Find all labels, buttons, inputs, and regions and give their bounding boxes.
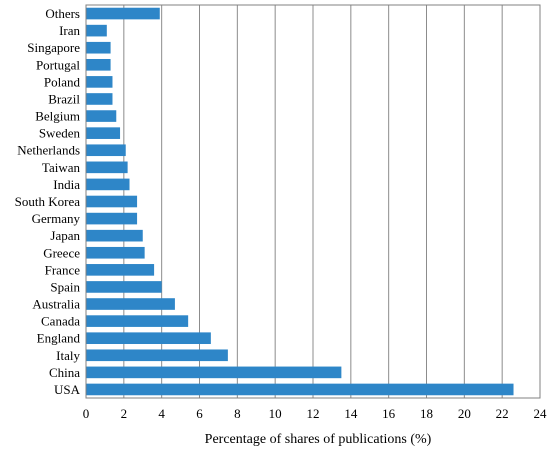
bar-france	[86, 264, 155, 276]
bar-sweden	[86, 127, 121, 139]
y-tick-label: Japan	[50, 228, 80, 243]
y-tick-labels: USA China Italy England Canada Australia Spain…	[15, 6, 81, 397]
x-tick-label: 16	[382, 406, 396, 421]
y-tick-label: USA	[54, 382, 81, 397]
bar-brazil	[86, 93, 113, 105]
bar-england	[86, 332, 211, 345]
x-tick-label: 4	[158, 406, 165, 421]
x-tick-label: 0	[83, 406, 90, 421]
x-tick-label: 2	[121, 406, 128, 421]
x-tick-label: 20	[458, 406, 471, 421]
y-tick-label: Taiwan	[42, 160, 81, 175]
y-tick-label: Iran	[59, 23, 80, 38]
y-tick-label: Sweden	[39, 126, 81, 141]
y-tick-label: Netherlands	[17, 143, 80, 158]
y-tick-label: China	[49, 365, 80, 380]
bar-spain	[86, 281, 162, 293]
x-tick-label: 12	[307, 406, 320, 421]
bar-usa	[86, 383, 514, 396]
bar-canada	[86, 315, 189, 327]
bar-china	[86, 366, 342, 379]
y-tick-label: France	[45, 262, 81, 277]
x-tick-label: 10	[269, 406, 282, 421]
y-tick-label: Others	[45, 6, 80, 21]
y-tick-label: Portugal	[36, 57, 80, 72]
bars	[86, 7, 514, 396]
bar-germany	[86, 212, 138, 225]
bar-greece	[86, 246, 145, 259]
bar-taiwan	[86, 161, 128, 174]
y-tick-label: Australia	[32, 297, 80, 312]
y-tick-label: Brazil	[48, 91, 80, 106]
bar-australia	[86, 298, 175, 310]
x-tick-label: 6	[196, 406, 203, 421]
bar-south-korea	[86, 195, 138, 208]
y-tick-label: India	[53, 177, 80, 192]
plot-frame	[85, 4, 541, 399]
bar-belgium	[86, 110, 117, 122]
x-tick-label: 24	[534, 406, 548, 421]
bar-others	[86, 7, 160, 20]
y-tick-label: Germany	[32, 211, 81, 226]
y-tick-label: South Korea	[15, 194, 81, 209]
y-tick-label: England	[37, 331, 81, 346]
y-tick-label: Italy	[56, 348, 80, 363]
x-tick-label: 8	[234, 406, 241, 421]
bar-netherlands	[86, 144, 126, 157]
y-tick-label: Greece	[43, 245, 80, 260]
x-tick-label: 22	[496, 406, 509, 421]
y-tick-label: Singapore	[27, 40, 80, 55]
bar-iran	[86, 24, 107, 37]
bar-portugal	[86, 58, 111, 71]
x-tick-label: 14	[344, 406, 358, 421]
bar-singapore	[86, 41, 111, 54]
x-tick-labels: 0 2 4 6 8 10 12 14 16 18 20 22 24	[83, 406, 547, 421]
bar-japan	[86, 229, 143, 242]
x-tick-label: 18	[420, 406, 433, 421]
bar-italy	[86, 349, 228, 362]
x-axis-title: Percentage of shares of publications (%)	[205, 432, 432, 447]
y-tick-label: Poland	[44, 74, 81, 89]
y-tick-label: Belgium	[35, 109, 80, 124]
bar-poland	[86, 76, 113, 88]
y-tick-label: Canada	[41, 314, 80, 329]
y-tick-label: Spain	[50, 279, 80, 294]
bar-india	[86, 178, 130, 191]
